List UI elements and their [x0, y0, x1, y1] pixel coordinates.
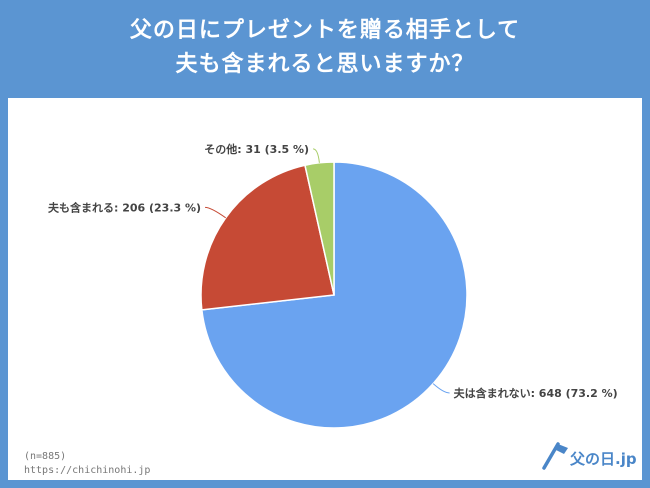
leader-line [432, 383, 450, 394]
source-url: https://chichinohi.jp [24, 465, 151, 476]
leader-line [312, 148, 320, 163]
slice-label: 夫も含まれる: 206 (23.3 %) [48, 200, 201, 214]
slice-label: その他: 31 (3.5 %) [204, 142, 309, 156]
chart-header: 父の日にプレゼントを贈る相手として 夫も含まれると思いますか？ [0, 0, 650, 96]
leader-line [205, 206, 227, 219]
chart-panel: 夫は含まれない: 648 (73.2 %) 夫も含まれる: 206 (23.3 %… [8, 98, 642, 480]
logo-text: 父の日.jp [569, 450, 637, 468]
pie-slice [200, 164, 335, 311]
hammer-icon [542, 442, 568, 470]
title-line-1: 父の日にプレゼントを贈る相手として [129, 18, 521, 43]
slice-label: 夫は含まれない: 648 (73.2 %) [454, 386, 618, 400]
sample-size: (n=885) [24, 451, 67, 462]
footer-note: (n=885) https://chichinohi.jp [24, 450, 150, 478]
pie-slice [304, 161, 335, 296]
title-line-2: 夫も含まれると思いますか？ [175, 52, 475, 77]
site-logo: 父の日.jp [542, 442, 637, 470]
pie-chart: 夫は含まれない: 648 (73.2 %) 夫も含まれる: 206 (23.3 %… [48, 142, 618, 429]
